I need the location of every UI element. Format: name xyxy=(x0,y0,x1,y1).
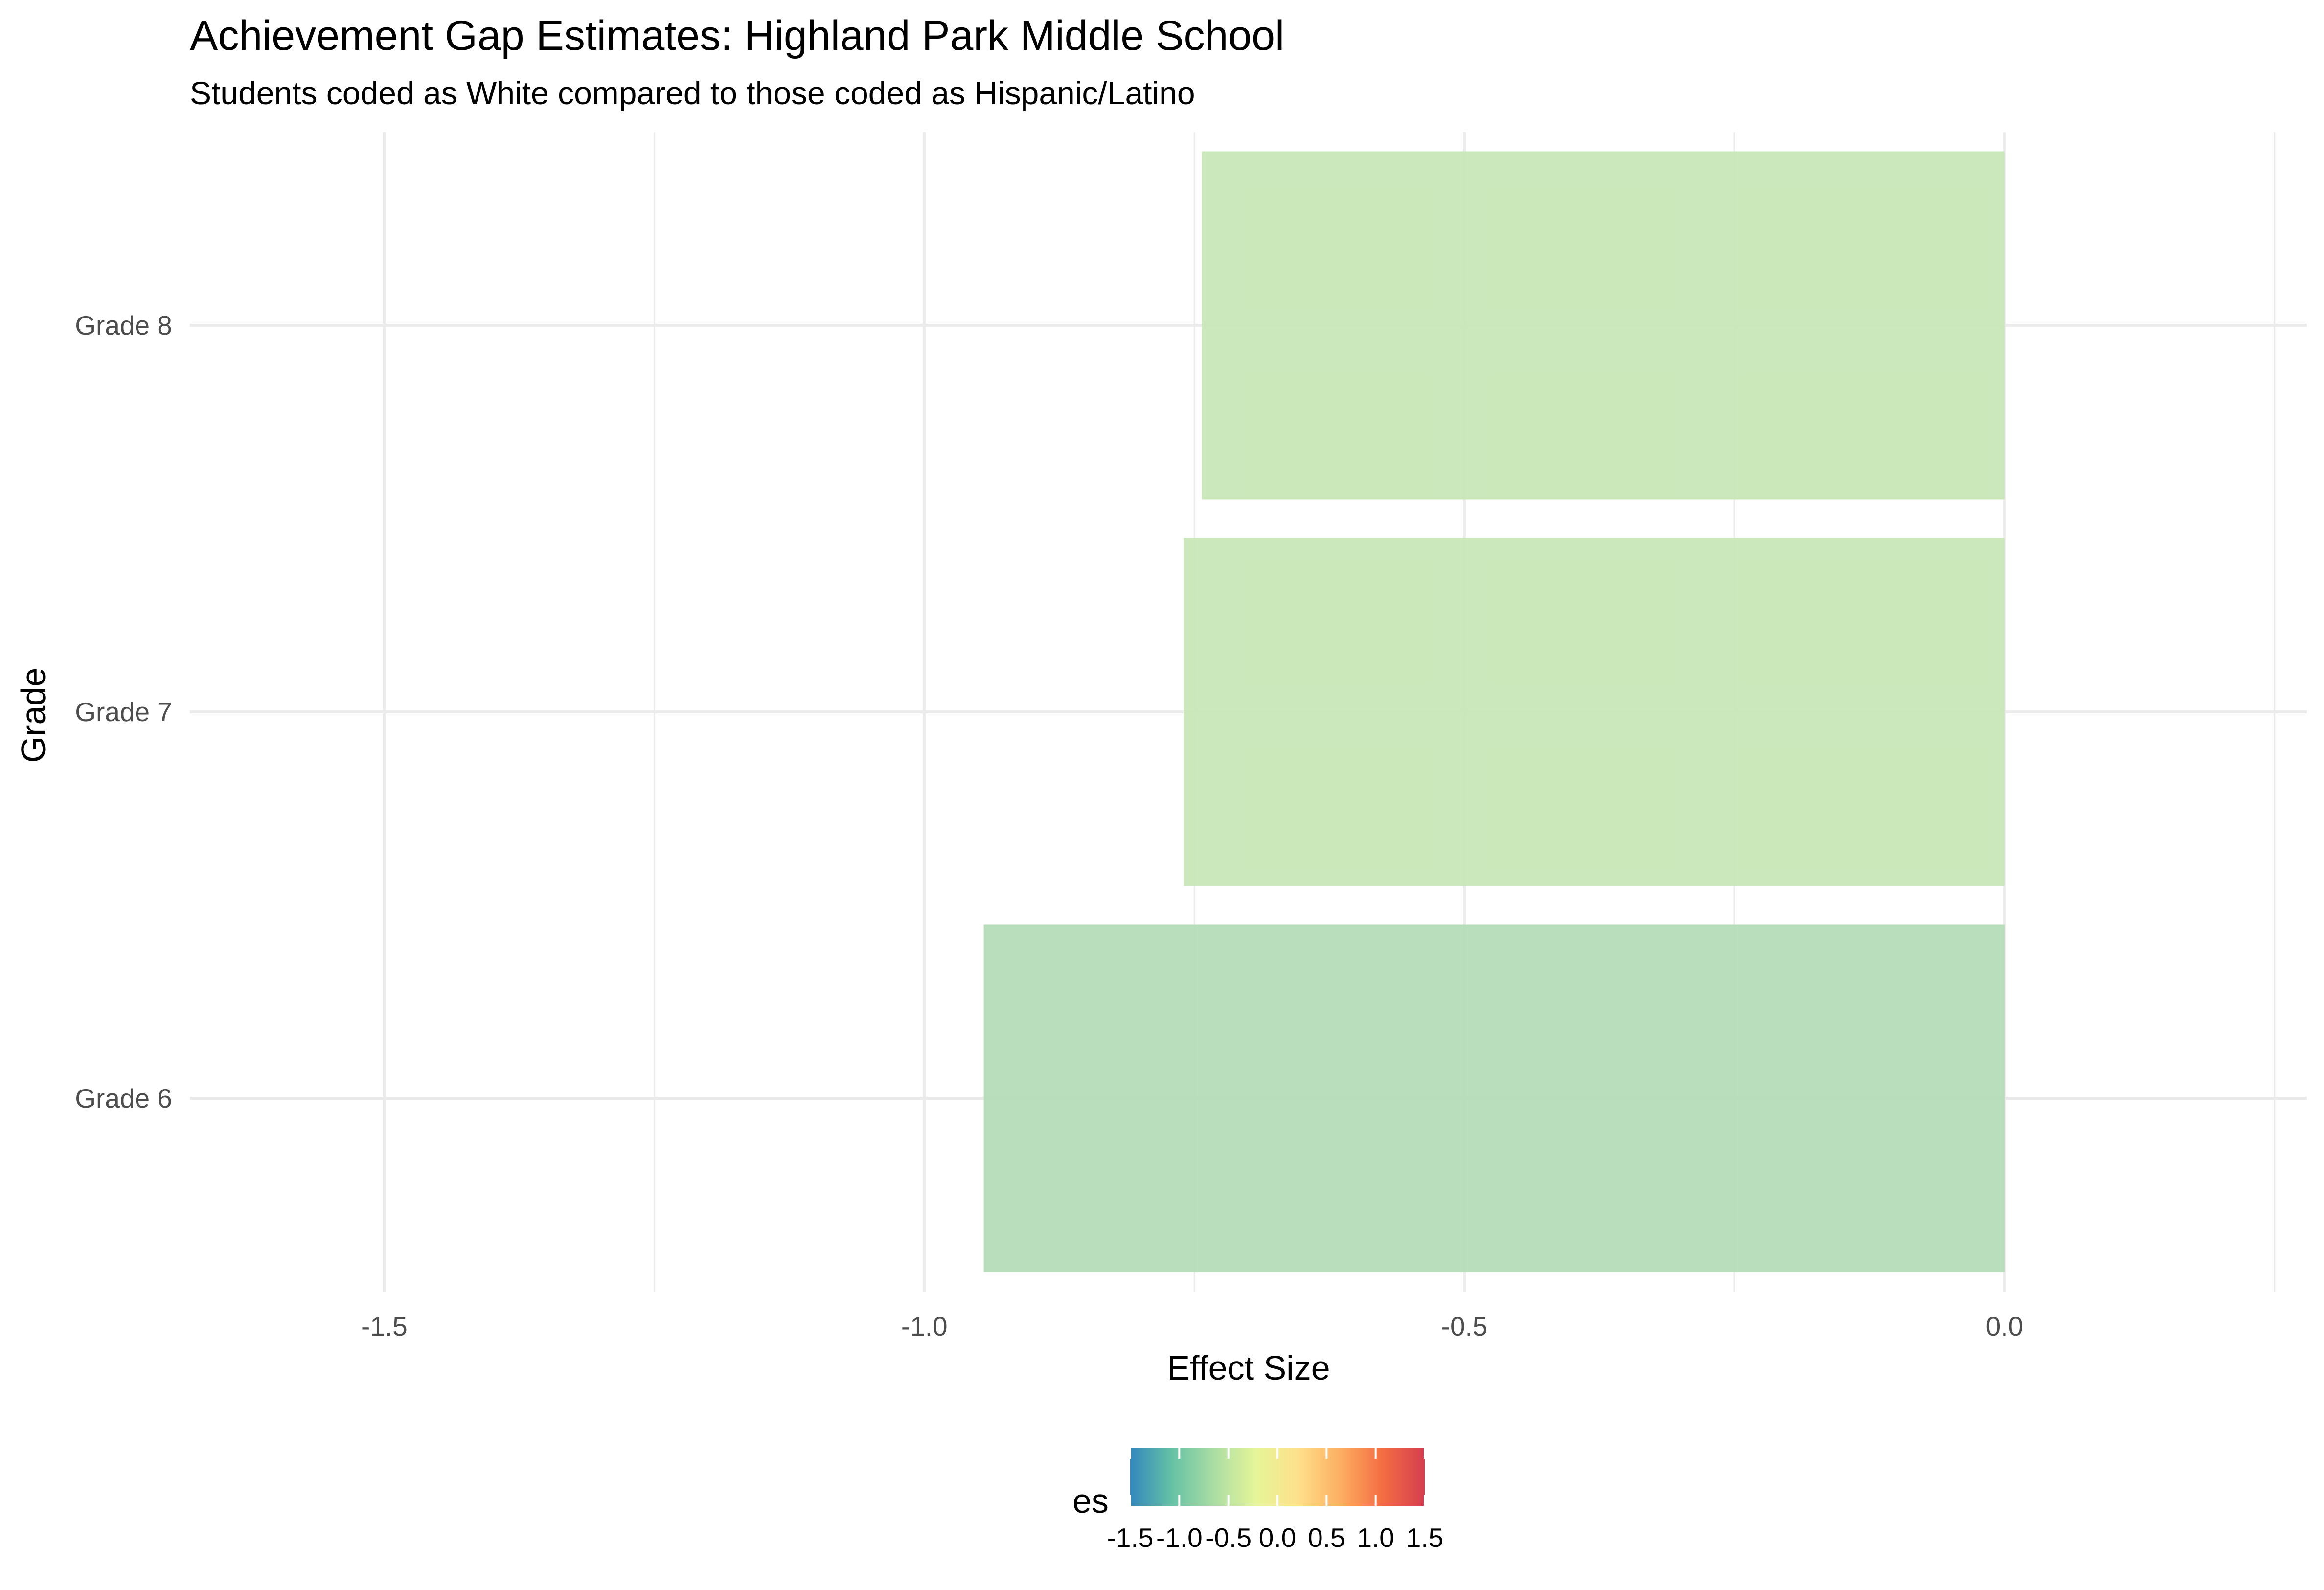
y-tick-label: Grade 7 xyxy=(75,697,172,727)
x-axis-title: Effect Size xyxy=(1167,1349,1330,1387)
legend-tick-label: 1.0 xyxy=(1357,1522,1394,1553)
legend-tick-label: -0.5 xyxy=(1205,1522,1252,1553)
legend-tick-label: -1.0 xyxy=(1156,1522,1203,1553)
y-axis-title: Grade xyxy=(14,668,52,763)
legend: es -1.5 -1.0 -0.5 0.0 0.5 1.0 1.5 xyxy=(1072,1448,1443,1553)
x-tick-label: 0.0 xyxy=(1986,1311,2023,1341)
bar-grade-8 xyxy=(1202,151,2005,500)
x-tick-labels: -1.5 -1.0 -0.5 0.0 xyxy=(361,1311,2023,1341)
y-tick-label: Grade 6 xyxy=(75,1083,172,1113)
chart-title: Achievement Gap Estimates: Highland Park… xyxy=(190,12,1284,59)
legend-tick-label: -1.5 xyxy=(1107,1522,1154,1553)
x-tick-label: -1.5 xyxy=(361,1311,408,1341)
y-tick-label: Grade 8 xyxy=(75,310,172,341)
x-tick-label: -0.5 xyxy=(1441,1311,1488,1341)
chart-subtitle: Students coded as White compared to thos… xyxy=(190,75,1195,111)
y-tick-labels: Grade 6 Grade 7 Grade 8 xyxy=(75,310,172,1113)
bars-layer xyxy=(983,151,2005,1272)
bar-grade-7 xyxy=(1184,538,2005,886)
legend-ticks: -1.5 -1.0 -0.5 0.0 0.5 1.0 1.5 xyxy=(1107,1448,1443,1553)
legend-tick-label: 0.5 xyxy=(1308,1522,1345,1553)
x-tick-label: -1.0 xyxy=(901,1311,948,1341)
legend-tick-label: 0.0 xyxy=(1259,1522,1296,1553)
bar-grade-6 xyxy=(983,924,2005,1272)
legend-title: es xyxy=(1072,1482,1109,1520)
legend-tick-label: 1.5 xyxy=(1406,1522,1443,1553)
